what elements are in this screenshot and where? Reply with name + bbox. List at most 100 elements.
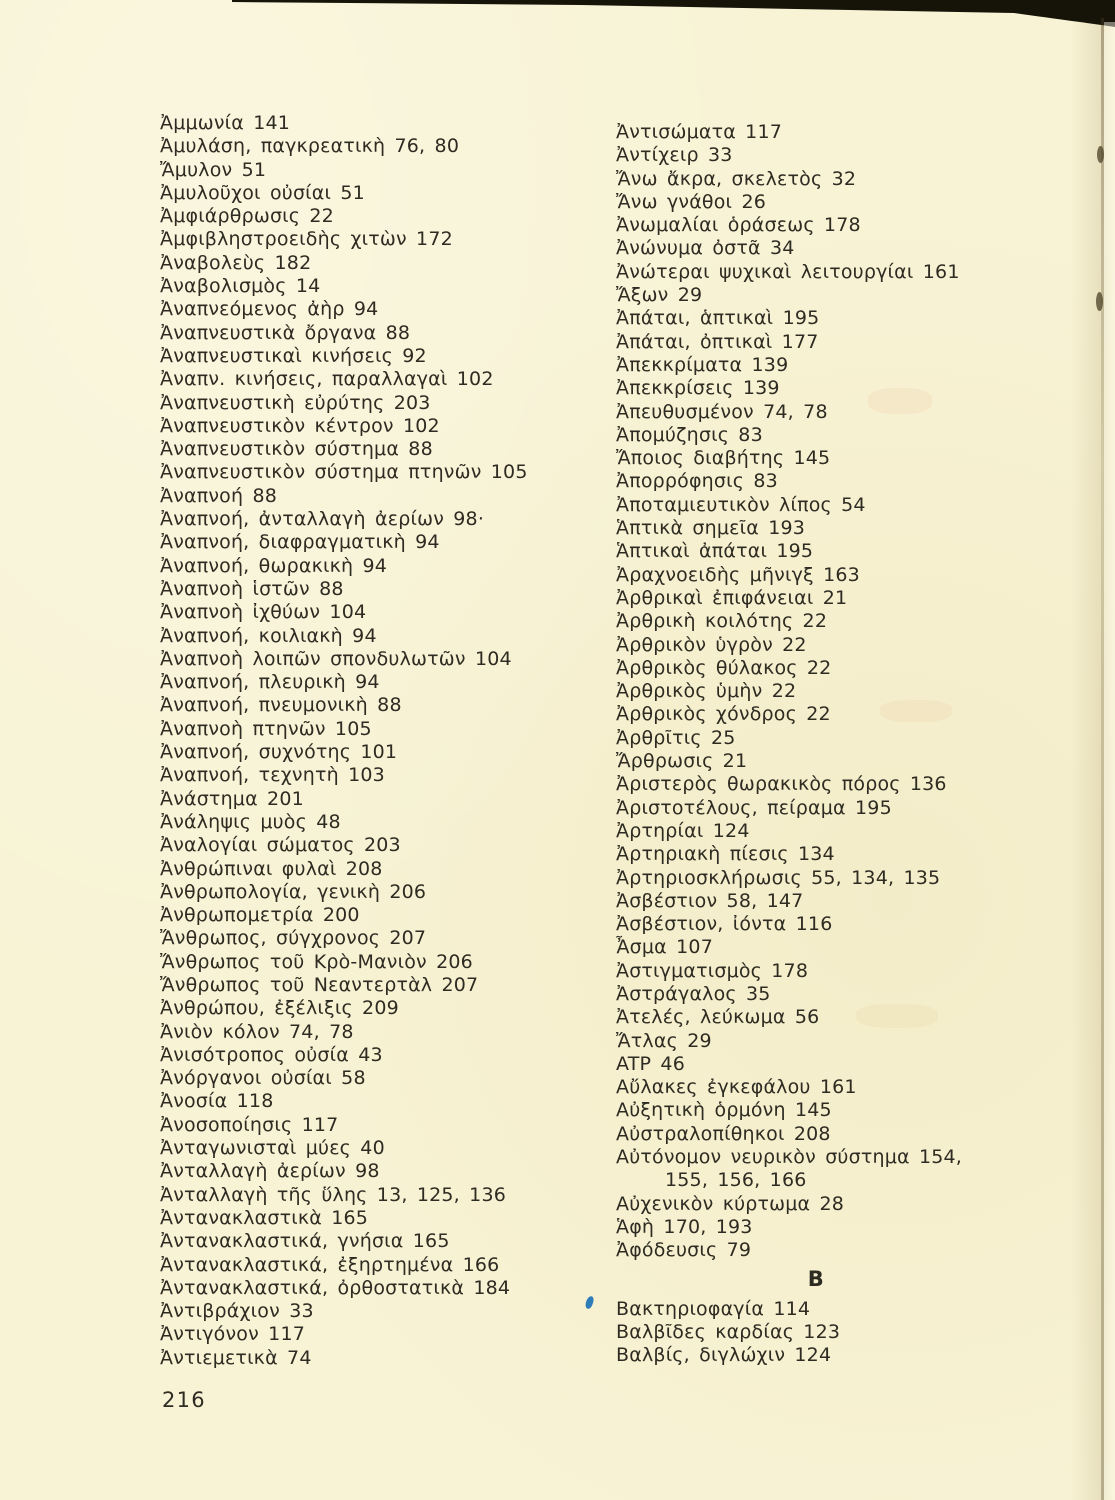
index-entry: Αὐτόνομον νευρικὸν σύστημα 154, (616, 1146, 963, 1169)
index-entry: Ἀντανακλαστικά, γνήσια 165 (160, 1230, 450, 1253)
index-entry: Ἀμφιάρθρωσις 22 (160, 205, 334, 228)
index-entry: ATP 46 (616, 1052, 685, 1075)
page-crease (1101, 18, 1104, 1500)
index-entry: Ἀπεκκρίματα 139 (616, 353, 789, 376)
index-entry: Ἀπομύζησις 83 (616, 423, 763, 446)
index-entry: Ἀπάται, ὀπτικαὶ 177 (616, 330, 819, 353)
index-entry: Βαλβίς, διγλώχιν 124 (616, 1344, 832, 1367)
index-entry: Ἀνοσοποίησις 117 (160, 1113, 339, 1136)
index-entry: Ἀναπνοή, διαφραγματικὴ 94 (160, 531, 440, 554)
index-entry: Αὐχενικὸν κύρτωμα 28 (616, 1192, 845, 1215)
index-entry: Ἀναπνοή, πνευμονικὴ 88 (160, 694, 402, 717)
index-entry: Ἄρθρωσις 21 (616, 750, 748, 773)
index-entry: Ἀρθρῖτις 25 (616, 726, 736, 749)
index-entry: Ἀσβέστιον 58, 147 (616, 889, 804, 912)
index-entry: Ἀποταμιευτικὸν λίπος 54 (616, 493, 866, 516)
index-entry: Ἀνθρωπολογία, γενικὴ 206 (160, 880, 427, 903)
index-entry: Ἀναπν. κινήσεις, παραλλαγαὶ 102 (160, 368, 494, 391)
index-entry: Ἀναπνοὴ πτηνῶν 105 (160, 717, 372, 740)
index-entry: Αὐξητικὴ ὁρμόνη 145 (616, 1099, 832, 1122)
index-entry: Ἀρθρικὸν ὑγρὸν 22 (616, 633, 807, 656)
index-entry: Ἀναπνοή, κοιλιακὴ 94 (160, 624, 377, 647)
index-entry: Ἀναπνοὴ ἰχθύων 104 (160, 601, 367, 624)
index-entry: Ἀνθρωπομετρία 200 (160, 904, 360, 927)
index-entry: Ἀντιεμετικὰ 74 (160, 1346, 312, 1369)
index-entry: Ἀμυλάση, παγκρεατικὴ 76, 80 (160, 135, 460, 158)
index-entry: Ἀνταλλαγὴ τῆς ὕλης 13, 125, 136 (160, 1183, 507, 1206)
index-entry: Ἄνθρωπος τοῦ Νεαντερτὰλ 207 (160, 973, 479, 996)
index-entry: Ἄνθρωπος τοῦ Κρὸ-Μανιὸν 206 (160, 950, 473, 973)
index-entry: Ἀμφιβληστροειδὴς χιτὼν 172 (160, 228, 453, 251)
index-entry: Ἀμυλοῦχοι οὐσίαι 51 (160, 181, 365, 204)
index-section-b: Βακτηριοφαγία 114 Βαλβῖδες καρδίας 123 Βαλ… (616, 1298, 1016, 1368)
index-entry: Ἀναπνευστικαὶ κινήσεις 92 (160, 344, 427, 367)
index-entry: Ἀφόδευσις 79 (616, 1239, 752, 1262)
edge-notch (1097, 146, 1104, 163)
index-entry: Ἀναπνοή, πλευρικὴ 94 (160, 671, 380, 694)
index-entry: Ἀραχνοειδὴς μῆνιγξ 163 (616, 563, 860, 586)
index-entry: Ἀναπνοὴ λοιπῶν σπονδυλωτῶν 104 (160, 647, 512, 670)
index-entry: Ἀντιγόνον 117 (160, 1323, 306, 1346)
index-entry: Ἀναπνευστικὸν σύστημα 88 (160, 438, 433, 461)
index-entry: Ἄτλας 29 (616, 1029, 712, 1052)
index-entry: Ἀρθρικὸς θύλακος 22 (616, 656, 832, 679)
index-entry: Ἀνώνυμα ὀστᾶ 34 (616, 237, 795, 260)
index-entry: Ἀσβέστιον, ἰόντα 116 (616, 913, 833, 936)
index-entry: Ἀναπνοή, τεχνητὴ 103 (160, 764, 385, 787)
index-entry: Ἀνιὸν κόλον 74, 78 (160, 1020, 354, 1043)
index-entry: Ἁπτικαὶ ἀπάται 195 (616, 540, 814, 563)
index-entry: Ἀμμωνία 141 (160, 112, 291, 134)
index-entry: Αὐστραλοπίθηκοι 208 (616, 1122, 831, 1145)
index-section-a-right: Ἀντισώματα 117 Ἀντίχειρ 33 Ἄνω ἄκρα, σκελε… (616, 121, 1016, 1263)
index-entry: Ἀναπνοή, ἀνταλλαγὴ ἀερίων 98· (160, 508, 485, 531)
index-entry: Ἀρτηρίαι 124 (616, 819, 750, 842)
index-entry: Ἀνταλλαγὴ ἀερίων 98 (160, 1160, 380, 1183)
index-entry: Ἀναπνευστικὸν σύστημα πτηνῶν 105 (160, 461, 528, 484)
index-entry: Ἀρθρικαὶ ἐπιφάνειαι 21 (616, 586, 848, 609)
index-entry: Ἀντανακλαστικά, ὀρθοστατικὰ 184 (160, 1276, 511, 1299)
index-entry: Ἀστράγαλος 35 (616, 982, 771, 1005)
index-entry: Ἀπευθυσμένον 74, 78 (616, 400, 828, 423)
index-entry: Ἀρθρικὴ κοιλότης 22 (616, 610, 828, 633)
index-entry: Ἀνθρώπιναι φυλαὶ 208 (160, 857, 383, 880)
index-entry: Ἀτελές, λεύκωμα 56 (616, 1006, 820, 1029)
index-entry: Ἀνοσία 118 (160, 1090, 274, 1113)
index-entry: Ἀρτηριακὴ πίεσις 134 (616, 843, 835, 866)
page-number: 216 (162, 1388, 206, 1412)
index-entry: Ἀναπνοὴ ἱστῶν 88 (160, 577, 344, 600)
index-entry: Ἀναπνεόμενος ἀὴρ 94 (160, 298, 379, 321)
index-entry: Ἄποιος διαβήτης 145 (616, 447, 831, 470)
index-entry: Ἆσμα 107 (616, 936, 713, 959)
index-column-right: Ἀντισώματα 117 Ἀντίχειρ 33 Ἄνω ἄκρα, σκελε… (616, 121, 1016, 1367)
index-entry: Ἀντίχειρ 33 (616, 144, 733, 167)
index-entry: Ἄνω γνάθοι 26 (616, 190, 767, 213)
index-entry: Ἀνωμαλίαι ὁράσεως 178 (616, 214, 861, 237)
index-entry: Ἀρθρικὸς χόνδρος 22 (616, 703, 831, 726)
index-entry: Ἀναπνευστικὸν κέντρον 102 (160, 414, 440, 437)
index-entry: Ἄνω ἄκρα, σκελετὸς 32 (616, 167, 857, 190)
index-entry: Ἀναπνευστικὴ εὐρύτης 203 (160, 391, 431, 414)
index-entry: Ἀντανακλαστικὰ 165 (160, 1206, 369, 1229)
index-entry: Ἄξων 29 (616, 284, 703, 307)
index-entry: Ἀναπνοή 88 (160, 484, 278, 507)
section-heading-b: Β (807, 1266, 825, 1291)
index-entry: Ἀριστοτέλους, πείραμα 195 (616, 796, 892, 819)
index-entry: Ἁφὴ 170, 193 (616, 1215, 753, 1238)
scan-edge-top (232, 0, 1115, 27)
index-entry: Ἀντιβράχιον 33 (160, 1300, 314, 1323)
edge-notch (1096, 292, 1103, 311)
index-entry: Ἀνόργανοι οὐσίαι 58 (160, 1067, 366, 1090)
index-entry: Ἀνώτεραι ψυχικαὶ λειτουργίαι 161 (616, 260, 960, 283)
index-entry: Ἀντανακλαστικά, ἐξηρτημένα 166 (160, 1253, 500, 1276)
index-entry: Ἀντισώματα 117 (616, 121, 783, 143)
index-entry: Ἁπτικὰ σημεῖα 193 (616, 517, 806, 540)
index-entry: Ἀνάστημα 201 (160, 787, 304, 810)
index-entry: Ἀπεκκρίσεις 139 (616, 377, 780, 400)
index-entry: Ἀπάται, ἁπτικαὶ 195 (616, 307, 820, 330)
index-entry: Ἀνάληψις μυὸς 48 (160, 810, 341, 833)
index-entry: Ἀστιγματισμὸς 178 (616, 959, 809, 982)
page-edge-highlight (1104, 22, 1115, 1500)
index-entry: Βακτηριοφαγία 114 (616, 1297, 811, 1320)
index-entry: Ἀναπνευστικὰ ὄργανα 88 (160, 321, 411, 344)
